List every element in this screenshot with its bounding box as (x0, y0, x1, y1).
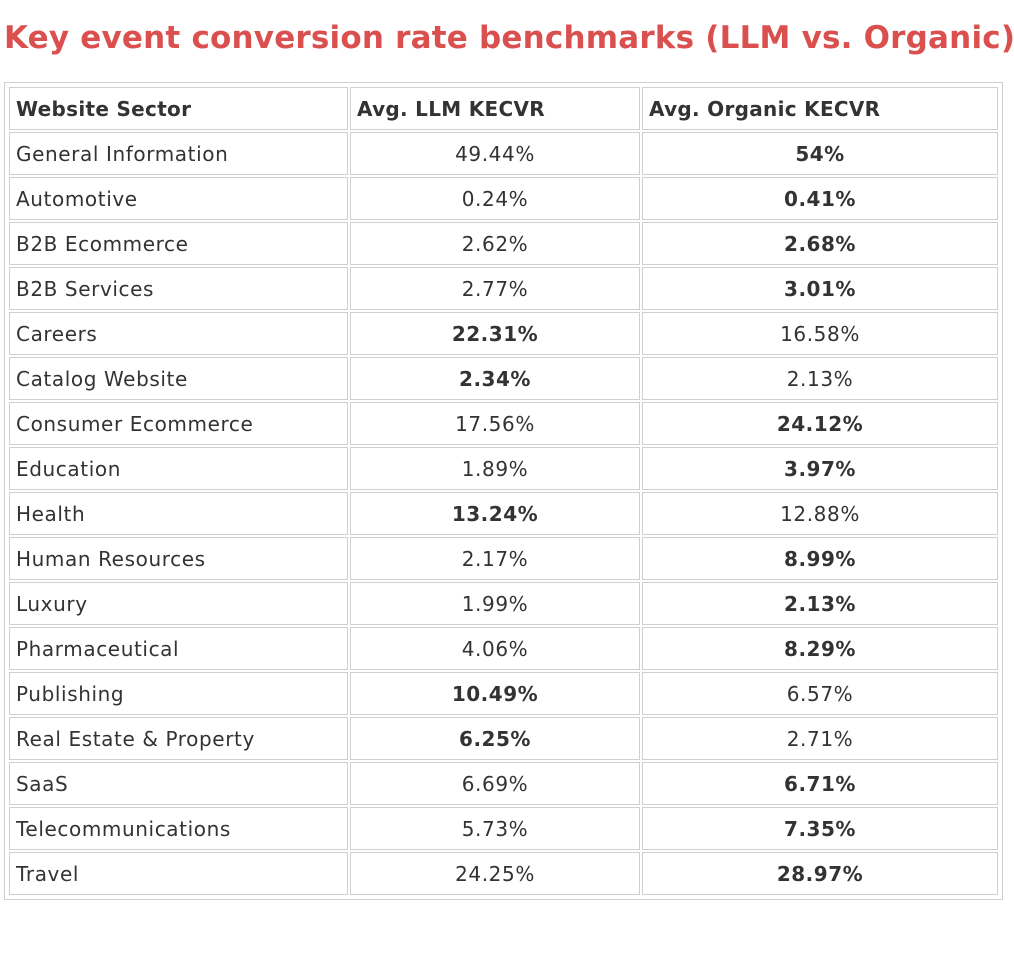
organic-kecvr-cell: 3.01% (642, 267, 998, 310)
organic-kecvr-cell: 2.71% (642, 717, 998, 760)
llm-kecvr-cell: 6.69% (350, 762, 640, 805)
organic-kecvr-cell: 2.13% (642, 357, 998, 400)
llm-kecvr-cell: 0.24% (350, 177, 640, 220)
table-row: Pharmaceutical 4.06% 8.29% (9, 627, 998, 670)
table-row: Consumer Ecommerce 17.56% 24.12% (9, 402, 998, 445)
organic-kecvr-cell: 3.97% (642, 447, 998, 490)
organic-kecvr-cell: 8.99% (642, 537, 998, 580)
organic-kecvr-cell: 6.71% (642, 762, 998, 805)
sector-cell: B2B Ecommerce (9, 222, 348, 265)
sector-cell: Careers (9, 312, 348, 355)
llm-kecvr-cell: 2.34% (350, 357, 640, 400)
llm-kecvr-cell: 22.31% (350, 312, 640, 355)
sector-cell: Education (9, 447, 348, 490)
llm-kecvr-cell: 49.44% (350, 132, 640, 175)
table-row: Catalog Website 2.34% 2.13% (9, 357, 998, 400)
sector-cell: General Information (9, 132, 348, 175)
sector-cell: Health (9, 492, 348, 535)
benchmark-table: Website Sector Avg. LLM KECVR Avg. Organ… (7, 85, 1000, 897)
llm-kecvr-cell: 2.62% (350, 222, 640, 265)
sector-cell: Real Estate & Property (9, 717, 348, 760)
page-title: Key event conversion rate benchmarks (LL… (4, 20, 1014, 56)
sector-cell: Catalog Website (9, 357, 348, 400)
table-row: Health 13.24% 12.88% (9, 492, 998, 535)
llm-kecvr-cell: 24.25% (350, 852, 640, 895)
table-row: Luxury 1.99% 2.13% (9, 582, 998, 625)
llm-kecvr-cell: 1.99% (350, 582, 640, 625)
header-avg-organic-kecvr: Avg. Organic KECVR (642, 87, 998, 130)
llm-kecvr-cell: 4.06% (350, 627, 640, 670)
sector-cell: Telecommunications (9, 807, 348, 850)
table-row: Education 1.89% 3.97% (9, 447, 998, 490)
organic-kecvr-cell: 2.13% (642, 582, 998, 625)
organic-kecvr-cell: 2.68% (642, 222, 998, 265)
sector-cell: Automotive (9, 177, 348, 220)
llm-kecvr-cell: 10.49% (350, 672, 640, 715)
sector-cell: Travel (9, 852, 348, 895)
organic-kecvr-cell: 28.97% (642, 852, 998, 895)
table-row: Automotive 0.24% 0.41% (9, 177, 998, 220)
sector-cell: Consumer Ecommerce (9, 402, 348, 445)
sector-cell: Publishing (9, 672, 348, 715)
organic-kecvr-cell: 7.35% (642, 807, 998, 850)
sector-cell: Luxury (9, 582, 348, 625)
sector-cell: SaaS (9, 762, 348, 805)
organic-kecvr-cell: 24.12% (642, 402, 998, 445)
llm-kecvr-cell: 17.56% (350, 402, 640, 445)
sector-cell: Human Resources (9, 537, 348, 580)
llm-kecvr-cell: 1.89% (350, 447, 640, 490)
organic-kecvr-cell: 54% (642, 132, 998, 175)
table-row: General Information 49.44% 54% (9, 132, 998, 175)
sector-cell: Pharmaceutical (9, 627, 348, 670)
llm-kecvr-cell: 2.77% (350, 267, 640, 310)
table-header-row: Website Sector Avg. LLM KECVR Avg. Organ… (9, 87, 998, 130)
sector-cell: B2B Services (9, 267, 348, 310)
table-row: Careers 22.31% 16.58% (9, 312, 998, 355)
table-row: Human Resources 2.17% 8.99% (9, 537, 998, 580)
organic-kecvr-cell: 16.58% (642, 312, 998, 355)
table-row: SaaS 6.69% 6.71% (9, 762, 998, 805)
table-body: General Information 49.44% 54% Automotive 0.… (9, 132, 998, 895)
llm-kecvr-cell: 13.24% (350, 492, 640, 535)
table-row: B2B Services 2.77% 3.01% (9, 267, 998, 310)
llm-kecvr-cell: 6.25% (350, 717, 640, 760)
table-row: B2B Ecommerce 2.62% 2.68% (9, 222, 998, 265)
organic-kecvr-cell: 6.57% (642, 672, 998, 715)
header-website-sector: Website Sector (9, 87, 348, 130)
organic-kecvr-cell: 8.29% (642, 627, 998, 670)
benchmark-table-container: Website Sector Avg. LLM KECVR Avg. Organ… (4, 82, 1003, 900)
table-row: Telecommunications 5.73% 7.35% (9, 807, 998, 850)
llm-kecvr-cell: 2.17% (350, 537, 640, 580)
table-row: Publishing 10.49% 6.57% (9, 672, 998, 715)
header-avg-llm-kecvr: Avg. LLM KECVR (350, 87, 640, 130)
organic-kecvr-cell: 12.88% (642, 492, 998, 535)
table-row: Real Estate & Property 6.25% 2.71% (9, 717, 998, 760)
organic-kecvr-cell: 0.41% (642, 177, 998, 220)
llm-kecvr-cell: 5.73% (350, 807, 640, 850)
table-row: Travel 24.25% 28.97% (9, 852, 998, 895)
